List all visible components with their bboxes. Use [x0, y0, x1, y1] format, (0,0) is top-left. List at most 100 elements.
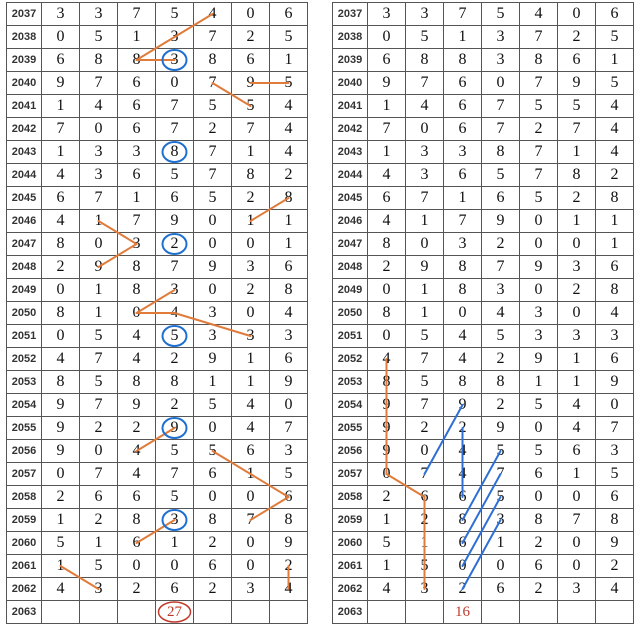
data-cell: 3 [596, 325, 634, 348]
data-cell: 2 [232, 26, 270, 49]
data-cell: 0 [80, 440, 118, 463]
data-cell: 2 [520, 578, 558, 601]
data-cell: 4 [596, 302, 634, 325]
data-cell: 7 [520, 164, 558, 187]
row-label: 2039 [333, 49, 368, 72]
data-cell: 0 [42, 26, 80, 49]
data-cell: 4 [232, 394, 270, 417]
data-cell: 8 [444, 371, 482, 394]
data-cell: 4 [368, 348, 406, 371]
data-cell: 1 [118, 26, 156, 49]
data-cell: 1 [558, 210, 596, 233]
data-cell: 8 [482, 371, 520, 394]
row-label: 2057 [333, 463, 368, 486]
data-cell: 0 [558, 555, 596, 578]
data-cell: 2 [232, 279, 270, 302]
data-cell: 0 [368, 325, 406, 348]
data-cell: 3 [520, 302, 558, 325]
data-cell: 3 [270, 440, 308, 463]
data-cell: 6 [42, 187, 80, 210]
data-cell: 0 [42, 325, 80, 348]
data-cell: 3 [80, 141, 118, 164]
data-cell [596, 601, 634, 624]
data-cell: 0 [596, 394, 634, 417]
row-label: 2059 [7, 509, 42, 532]
row-label: 2045 [333, 187, 368, 210]
data-cell: 2 [596, 164, 634, 187]
row-label: 2038 [7, 26, 42, 49]
data-cell: 0 [232, 555, 270, 578]
data-cell: 7 [194, 164, 232, 187]
data-cell: 0 [368, 279, 406, 302]
data-cell: 5 [482, 486, 520, 509]
data-cell: 7 [118, 210, 156, 233]
data-cell: 6 [270, 256, 308, 279]
data-cell: 4 [444, 348, 482, 371]
data-cell: 4 [118, 440, 156, 463]
data-cell [368, 601, 406, 624]
row-label: 2054 [7, 394, 42, 417]
data-cell: 1 [194, 371, 232, 394]
data-cell: 7 [406, 72, 444, 95]
data-cell: 1 [232, 371, 270, 394]
data-cell: 2 [80, 417, 118, 440]
data-cell: 1 [232, 463, 270, 486]
data-cell: 0 [520, 233, 558, 256]
data-cell: 9 [232, 72, 270, 95]
data-cell: 5 [596, 72, 634, 95]
data-cell: 3 [80, 3, 118, 26]
data-cell: 7 [270, 417, 308, 440]
data-cell: 6 [118, 164, 156, 187]
data-cell: 2 [232, 187, 270, 210]
data-cell: 1 [232, 141, 270, 164]
data-cell: 6 [444, 532, 482, 555]
data-cell: 2 [194, 118, 232, 141]
data-cell: 2 [80, 509, 118, 532]
data-cell: 6 [80, 486, 118, 509]
data-cell: 8 [444, 49, 482, 72]
data-cell: 0 [368, 26, 406, 49]
data-cell: 9 [194, 256, 232, 279]
data-cell [482, 601, 520, 624]
data-cell: 4 [42, 348, 80, 371]
data-cell: 5 [520, 440, 558, 463]
data-cell: 8 [406, 49, 444, 72]
data-cell: 7 [482, 256, 520, 279]
data-cell: 8 [156, 141, 194, 164]
data-cell: 4 [270, 578, 308, 601]
data-cell: 3 [596, 440, 634, 463]
data-cell: 6 [270, 3, 308, 26]
data-cell: 3 [194, 325, 232, 348]
data-cell: 1 [368, 509, 406, 532]
data-cell: 0 [194, 279, 232, 302]
data-cell: 1 [368, 141, 406, 164]
row-label: 2040 [7, 72, 42, 95]
data-cell: 2 [482, 348, 520, 371]
data-cell: 6 [520, 463, 558, 486]
row-label: 2043 [7, 141, 42, 164]
data-cell: 3 [42, 3, 80, 26]
data-cell: 9 [444, 394, 482, 417]
data-cell: 9 [42, 417, 80, 440]
data-cell: 9 [520, 256, 558, 279]
data-cell: 1 [118, 187, 156, 210]
data-cell: 2 [118, 417, 156, 440]
row-label: 2040 [333, 72, 368, 95]
row-label: 2052 [7, 348, 42, 371]
data-cell: 9 [482, 417, 520, 440]
data-cell: 4 [596, 141, 634, 164]
row-label: 2056 [7, 440, 42, 463]
data-cell: 6 [444, 164, 482, 187]
data-cell: 0 [194, 210, 232, 233]
row-label: 2061 [333, 555, 368, 578]
data-cell [80, 601, 118, 624]
data-cell: 2 [270, 555, 308, 578]
data-cell: 2 [270, 164, 308, 187]
data-cell: 1 [156, 532, 194, 555]
data-cell: 1 [80, 210, 118, 233]
data-cell: 8 [596, 509, 634, 532]
data-cell: 0 [232, 486, 270, 509]
data-cell: 6 [194, 555, 232, 578]
data-cell: 9 [596, 532, 634, 555]
row-label: 2049 [7, 279, 42, 302]
